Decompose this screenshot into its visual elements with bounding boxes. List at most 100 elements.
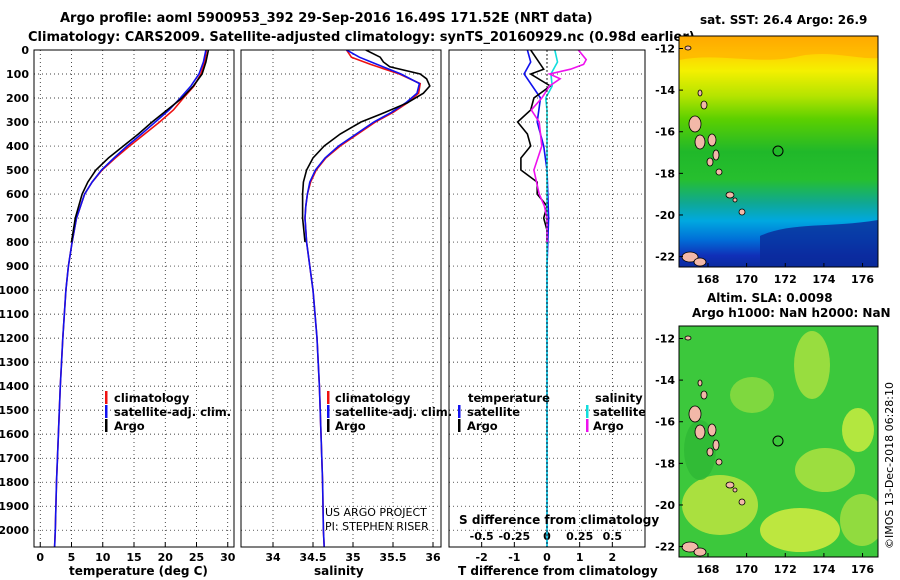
- map-latitude-label: -16: [655, 416, 675, 429]
- salinity-difference-tick-label: -0.5: [470, 530, 494, 543]
- sst-map-frame: [678, 35, 879, 268]
- temperature-grid: [34, 49, 234, 547]
- map-latitude-label: -22: [655, 251, 675, 264]
- series-line-temperature-satellite: [523, 50, 550, 547]
- island: [697, 89, 703, 97]
- map-longitude-label: 168: [696, 563, 719, 576]
- x-tick-label: 2: [609, 551, 617, 564]
- x-tick-label: 35: [345, 551, 360, 564]
- salinity-lines: [301, 50, 431, 547]
- map-longitude-label: 174: [812, 273, 835, 286]
- temperature-tick-labels: 0 5 10 15 20 25 30: [36, 551, 235, 564]
- depth-tick-label: 1900: [0, 500, 29, 513]
- island: [700, 100, 708, 110]
- x-tick-label: 10: [95, 551, 111, 564]
- sst-map: 168 170 172 174 176 -12 -14 -16 -18 -20 -22: [655, 35, 879, 286]
- legend-swatch-satellite: [327, 405, 330, 418]
- sst-map-ticks: 168 170 172 174 176 -12 -14 -16 -18 -20 -22: [655, 42, 874, 286]
- legend-swatch-argo: [105, 419, 108, 432]
- depth-tick-label: 1300: [0, 356, 29, 369]
- salinity-legend: climatology satellite-adj. clim. Argo: [327, 391, 452, 433]
- difference-legend: temperature salinity satellite Argo sate…: [458, 391, 646, 433]
- island: [688, 405, 702, 423]
- sst-map-title: sat. SST: 26.4 Argo: 26.9: [700, 13, 867, 27]
- map-longitude-label: 172: [774, 273, 797, 286]
- depth-tick-label: 600: [6, 188, 29, 201]
- depth-tick-label: 800: [6, 236, 29, 249]
- argo-position-marker: [772, 145, 784, 157]
- temperature-panel: 0100200300400500600700800900100011001200…: [0, 44, 236, 578]
- legend-label-temp-satellite: satellite: [467, 405, 520, 419]
- series-line-satellite-adj-clim-: [53, 50, 207, 547]
- island-group: [681, 335, 746, 557]
- salinity-axis-label: salinity: [314, 564, 364, 578]
- sla-map-title-line2: Argo h1000: NaN h2000: NaN: [692, 306, 891, 320]
- map-longitude-label: 174: [812, 563, 835, 576]
- temperature-legend: climatology satellite-adj. clim. Argo: [105, 391, 231, 433]
- island: [700, 390, 708, 400]
- legend-label-climatology: climatology: [335, 391, 411, 405]
- x-tick-label: 20: [158, 551, 174, 564]
- map-longitude-label: 172: [774, 563, 797, 576]
- island: [715, 458, 723, 466]
- difference-lines: [516, 50, 588, 547]
- legend-swatch-satellite: [105, 405, 108, 418]
- depth-tick-label: 1500: [0, 404, 29, 417]
- depth-tick-label: 1200: [0, 332, 29, 345]
- map-latitude-label: -18: [655, 457, 675, 470]
- salinity-difference-tick-label: 0.5: [603, 530, 623, 543]
- depth-tick-label: 400: [6, 140, 29, 153]
- salinity-difference-tick-label: -0.25: [498, 530, 530, 543]
- figure-title-line2: Climatology: CARS2009. Satellite-adjuste…: [28, 30, 695, 45]
- temperature-frame: [33, 49, 235, 548]
- difference-axis-label-top: S difference from climatology: [459, 513, 659, 527]
- x-tick-label: 0: [543, 551, 551, 564]
- series-line-climatology: [53, 50, 208, 547]
- island: [725, 191, 735, 199]
- salinity-grid: [241, 49, 441, 547]
- sla-map-frame: [678, 325, 879, 558]
- depth-tick-label: 700: [6, 212, 29, 225]
- difference-tick-labels: -2 -1 0 1 2: [476, 551, 617, 564]
- legend-head-salinity: salinity: [595, 391, 643, 405]
- sla-map: 168 170 172 174 176 -12 -14 -16 -18 -20 -22: [655, 325, 879, 576]
- island: [712, 439, 720, 451]
- x-tick-label: 1: [576, 551, 584, 564]
- sla-high-patch: [760, 508, 840, 552]
- map-longitude-label: 168: [696, 273, 719, 286]
- island: [706, 157, 714, 167]
- legend-head-temperature: temperature: [468, 391, 550, 405]
- sla-high-patch: [842, 408, 874, 452]
- sla-low-patch: [684, 420, 716, 480]
- imos-stamp: ©IMOS 13-Dec-2018 06:28:10: [883, 382, 896, 549]
- difference-panel: -2 -1 0 1 2 -0.5 -0.25 0 0.25 0.5 T difference f…: [448, 49, 659, 578]
- sla-high-patch: [794, 331, 830, 399]
- credit-pi: PI: STEPHEN RISER: [325, 520, 429, 533]
- salinity-frame: [240, 49, 442, 548]
- x-tick-label: 25: [189, 551, 204, 564]
- island: [688, 115, 702, 133]
- depth-tick-labels: 0 100 200 300 400 500 600 700 800 900 1000 1100 1200…: [0, 44, 29, 537]
- legend-label-climatology: climatology: [114, 391, 190, 405]
- island: [694, 134, 706, 150]
- island: [712, 149, 720, 161]
- island: [707, 133, 717, 147]
- island: [725, 481, 735, 489]
- salinity-difference-tick-labels: -0.5 -0.25 0 0.25 0.5: [470, 530, 622, 543]
- map-longitude-label: 170: [735, 273, 758, 286]
- map-latitude-label: -12: [655, 42, 675, 55]
- island: [684, 45, 692, 51]
- island: [693, 547, 707, 557]
- island: [707, 423, 717, 437]
- legend-swatch-climatology: [105, 391, 108, 404]
- argo-position-marker: [772, 435, 784, 447]
- difference-frame: [448, 49, 646, 548]
- sla-high-patch: [795, 448, 855, 492]
- salinity-difference-tick-label: 0.25: [566, 530, 593, 543]
- x-tick-label: 5: [68, 551, 76, 564]
- island: [697, 379, 703, 387]
- island: [738, 208, 746, 216]
- depth-tick-label: 500: [6, 164, 29, 177]
- salinity-tick-labels: 34 34.5 35 35.5 36: [265, 551, 441, 564]
